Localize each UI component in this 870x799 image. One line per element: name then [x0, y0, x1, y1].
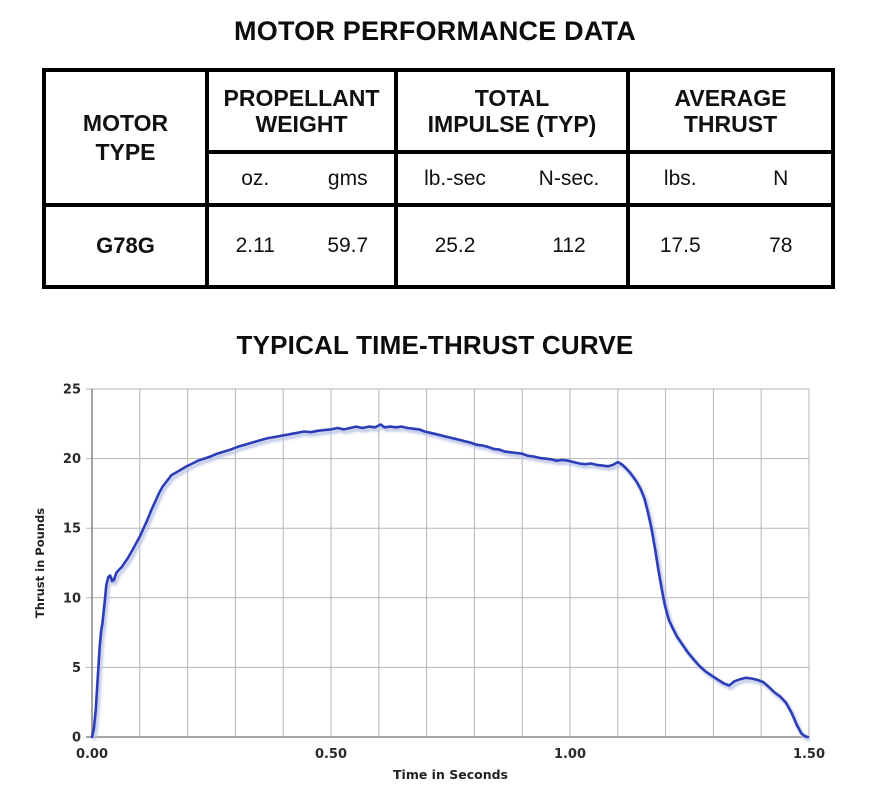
unit-lb-sec: lb.-sec — [424, 166, 486, 190]
value-lb-sec: 25.2 — [434, 234, 476, 257]
motor-type-header-line2: TYPE — [95, 138, 156, 165]
svg-text:1.00: 1.00 — [554, 747, 586, 762]
average-thrust-values-cell: 17.5 78 — [626, 203, 835, 289]
total-impulse-units-cell: lb.-sec N-sec. — [394, 150, 630, 207]
unit-oz: oz. — [241, 166, 270, 190]
unit-lbs: lbs. — [663, 166, 697, 190]
svg-text:25: 25 — [63, 383, 81, 398]
unit-n-sec: N-sec. — [538, 166, 600, 190]
motor-type-header-line1: MOTOR — [82, 109, 169, 136]
average-thrust-line2: THRUST — [683, 111, 778, 137]
svg-text:Time in Seconds: Time in Seconds — [393, 767, 508, 782]
table-row: MOTOR TYPE PROPELLANT WEIGHT TOTAL IMPUL… — [42, 68, 835, 207]
time-thrust-chart: 0 5 10 15 20 25 0.00 0.50 1.00 1.50 Thrust in Poun… — [0, 364, 870, 794]
value-gms: 59.7 — [327, 234, 369, 257]
total-impulse-values-cell: 25.2 112 — [394, 203, 630, 289]
svg-text:1.50: 1.50 — [793, 747, 825, 762]
propellant-weight-header-cell: PROPELLANT WEIGHT — [205, 68, 398, 154]
table-units-row: oz. gms lb.-sec N-sec. lbs. N — [44, 150, 835, 207]
svg-text:0: 0 — [72, 731, 81, 746]
svg-text:0.50: 0.50 — [315, 747, 347, 762]
value-oz: 2.11 — [235, 234, 275, 257]
unit-n: N — [773, 166, 789, 190]
value-n-sec: 112 — [552, 234, 586, 257]
propellant-weight-line1: PROPELLANT — [223, 84, 380, 111]
total-impulse-header-cell: TOTAL IMPULSE (TYP) — [394, 68, 630, 154]
average-thrust-units-cell: lbs. N — [626, 150, 835, 207]
motor-type-value-cell: G78G — [42, 203, 209, 289]
propellant-weight-values-cell: 2.11 59.7 — [205, 203, 398, 289]
motor-type-header-cell: MOTOR TYPE — [42, 68, 209, 207]
total-impulse-line1: TOTAL — [474, 84, 550, 111]
table-data-row: G78G 2.11 59.7 25.2 112 17.5 78 — [42, 203, 835, 289]
svg-text:10: 10 — [63, 591, 81, 606]
value-lbs: 17.5 — [659, 234, 701, 257]
unit-gms: gms — [327, 166, 368, 190]
chart-title: TYPICAL TIME-THRUST CURVE — [236, 330, 634, 360]
average-thrust-line1: AVERAGE — [674, 84, 787, 111]
propellant-weight-line2: WEIGHT — [255, 111, 348, 137]
svg-text:5: 5 — [72, 661, 81, 676]
time-thrust-chart-svg: 0 5 10 15 20 25 0.00 0.50 1.00 1.50 Thrust in Poun… — [33, 383, 825, 783]
value-n: 78 — [769, 234, 793, 257]
svg-text:20: 20 — [63, 452, 81, 467]
svg-text:Thrust in Pounds: Thrust in Pounds — [33, 508, 47, 618]
total-impulse-line2: IMPULSE (TYP) — [427, 111, 597, 137]
propellant-weight-units-cell: oz. gms — [205, 150, 398, 207]
svg-text:15: 15 — [63, 522, 81, 537]
page-title: MOTOR PERFORMANCE DATA — [234, 16, 636, 46]
svg-text:0.00: 0.00 — [76, 747, 108, 762]
motor-performance-table: MOTOR TYPE PROPELLANT WEIGHT TOTAL IMPUL… — [42, 68, 835, 289]
average-thrust-header-cell: AVERAGE THRUST — [626, 68, 835, 154]
